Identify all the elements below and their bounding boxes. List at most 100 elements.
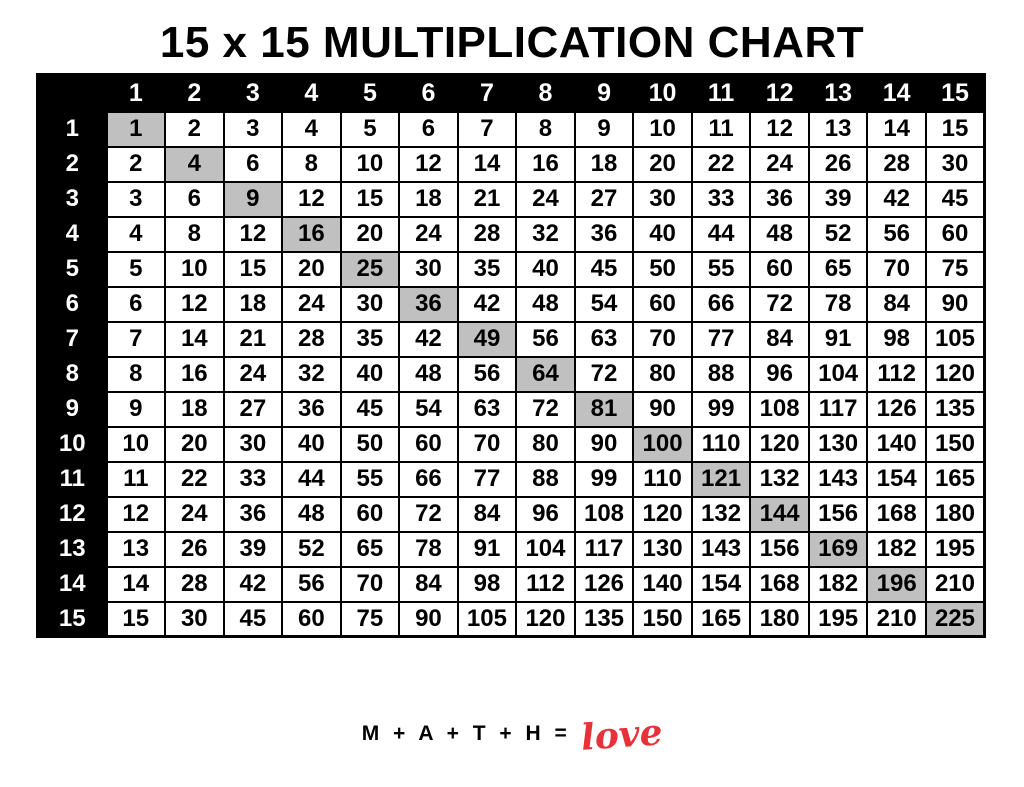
column-header: 13 (807, 73, 869, 113)
product-cell: 154 (690, 565, 752, 603)
product-cell: 48 (749, 215, 810, 253)
table-row: 14 14 28 42 56 70 84 98 112 126 140 154 168 182 196 210 (36, 565, 986, 603)
product-cell: 96 (515, 495, 576, 533)
product-cell: 165 (690, 600, 752, 638)
product-cell: 132 (690, 495, 752, 533)
product-cell: 60 (749, 250, 810, 288)
product-cell: 72 (515, 390, 576, 428)
row-header: 14 (36, 565, 108, 603)
footer-motto: M + A + T + H = love (0, 704, 1024, 764)
product-cell: 44 (690, 215, 752, 253)
product-cell-diagonal: 169 (807, 530, 869, 568)
product-cell: 40 (515, 250, 576, 288)
product-cell: 56 (515, 320, 576, 358)
column-header: 1 (105, 73, 167, 113)
product-cell: 14 (866, 110, 927, 148)
product-cell: 32 (515, 215, 576, 253)
product-cell: 8 (281, 145, 342, 183)
product-cell: 39 (222, 530, 284, 568)
product-cell: 75 (339, 600, 401, 638)
product-cell: 98 (866, 320, 927, 358)
product-cell: 9 (105, 390, 167, 428)
table-row: 13 13 26 39 52 65 78 91 104 117 130 143 156 169 182 195 (36, 530, 986, 568)
product-cell: 36 (749, 180, 810, 218)
row-header: 15 (36, 600, 108, 638)
product-cell-diagonal: 121 (690, 460, 752, 498)
product-cell: 12 (281, 180, 342, 218)
product-cell: 54 (573, 285, 635, 323)
column-header: 10 (632, 73, 693, 113)
product-cell: 60 (281, 600, 342, 638)
product-cell: 20 (632, 145, 693, 183)
product-cell: 120 (515, 600, 576, 638)
product-cell: 108 (749, 390, 810, 428)
product-cell: 36 (573, 215, 635, 253)
product-cell: 12 (749, 110, 810, 148)
product-cell: 15 (339, 180, 401, 218)
product-cell: 110 (632, 460, 693, 498)
product-cell-diagonal: 49 (456, 320, 518, 358)
product-cell: 182 (807, 565, 869, 603)
product-cell: 18 (222, 285, 284, 323)
product-cell: 5 (105, 250, 167, 288)
product-cell: 12 (105, 495, 167, 533)
love-script-word: love (579, 711, 664, 759)
product-cell: 99 (573, 460, 635, 498)
product-cell: 18 (164, 390, 225, 428)
product-cell: 24 (281, 285, 342, 323)
column-header: 12 (749, 73, 810, 113)
table-row: 5 5 10 15 20 25 30 35 40 45 50 55 60 65 70 75 (36, 250, 986, 288)
product-cell: 28 (456, 215, 518, 253)
product-cell: 50 (339, 425, 401, 463)
product-cell: 55 (339, 460, 401, 498)
product-cell: 24 (222, 355, 284, 393)
product-cell: 60 (924, 215, 986, 253)
table-row: 15 15 30 45 60 75 90 105 120 135 150 165 180 195 210 22… (36, 600, 986, 638)
product-cell: 15 (105, 600, 167, 638)
product-cell: 7 (456, 110, 518, 148)
table-row: 11 11 22 33 44 55 66 77 88 99 110 121 132 143 154 165 (36, 460, 986, 498)
product-cell: 12 (398, 145, 459, 183)
motto-equation: M + A + T + H = (361, 722, 571, 745)
row-header: 11 (36, 460, 108, 498)
product-cell: 3 (222, 110, 284, 148)
product-cell: 84 (398, 565, 459, 603)
row-header: 2 (36, 145, 108, 183)
product-cell: 52 (807, 215, 869, 253)
product-cell: 14 (105, 565, 167, 603)
product-cell: 30 (924, 145, 986, 183)
product-cell: 10 (632, 110, 693, 148)
product-cell: 150 (632, 600, 693, 638)
product-cell: 63 (456, 390, 518, 428)
product-cell-diagonal: 4 (164, 145, 225, 183)
product-cell: 15 (222, 250, 284, 288)
product-cell-diagonal: 25 (339, 250, 401, 288)
column-header: 15 (924, 73, 986, 113)
product-cell: 35 (456, 250, 518, 288)
table-row: 10 10 20 30 40 50 60 70 80 90 100 110 120 130 140 150 (36, 425, 986, 463)
product-cell: 70 (456, 425, 518, 463)
table-row: 6 6 12 18 24 30 36 42 48 54 60 66 72 78 84 90 (36, 285, 986, 323)
product-cell: 45 (339, 390, 401, 428)
table-row: 1 1 2 3 4 5 6 7 8 9 10 11 12 13 14 15 (36, 110, 986, 148)
product-cell: 88 (515, 460, 576, 498)
product-cell: 16 (515, 145, 576, 183)
page-title: 15 x 15 MULTIPLICATION CHART (159, 18, 865, 67)
product-cell: 39 (807, 180, 869, 218)
product-cell: 20 (281, 250, 342, 288)
table-row: 12 12 24 36 48 60 72 84 96 108 120 132 144 156 168 180 (36, 495, 986, 533)
product-cell: 42 (866, 180, 927, 218)
product-cell: 98 (456, 565, 518, 603)
product-cell: 13 (105, 530, 167, 568)
product-cell: 56 (281, 565, 342, 603)
product-cell: 42 (456, 285, 518, 323)
product-cell: 195 (924, 530, 986, 568)
column-header: 4 (281, 73, 342, 113)
product-cell: 12 (222, 215, 284, 253)
product-cell-diagonal: 100 (632, 425, 693, 463)
product-cell: 84 (749, 320, 810, 358)
product-cell: 42 (222, 565, 284, 603)
product-cell: 72 (573, 355, 635, 393)
product-cell: 210 (924, 565, 986, 603)
